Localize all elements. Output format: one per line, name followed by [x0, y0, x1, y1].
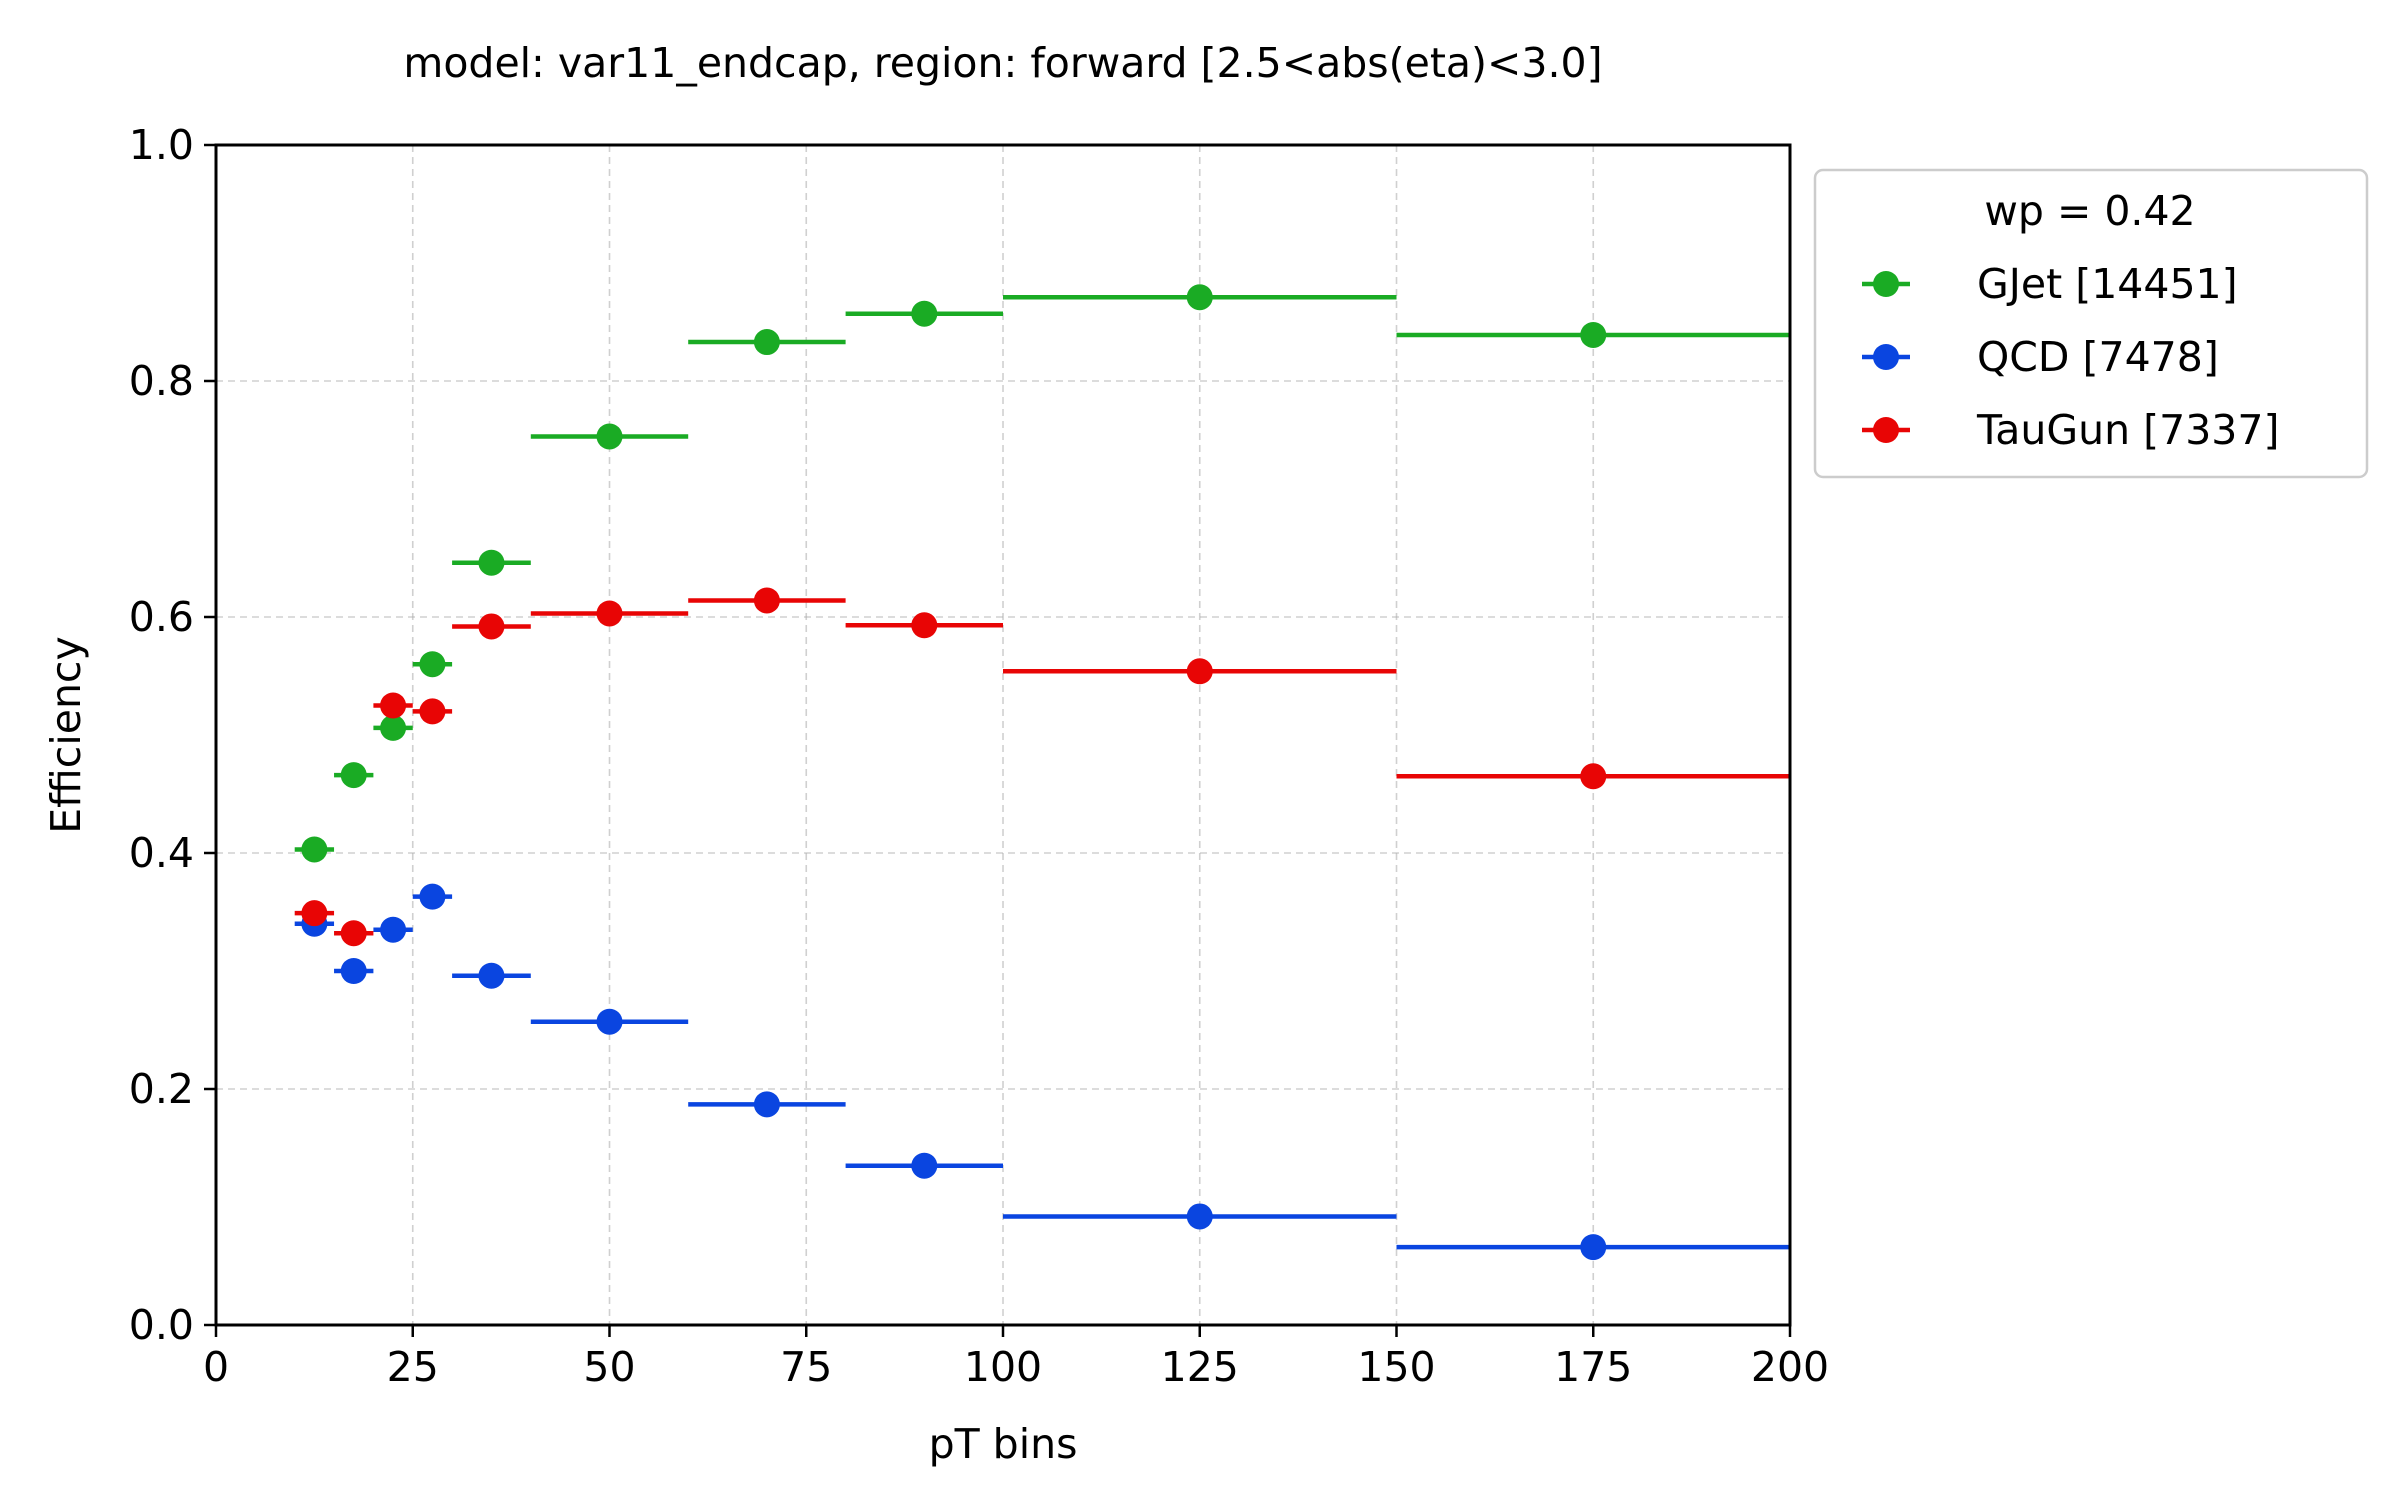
- x-tick-label: 150: [1357, 1343, 1435, 1391]
- x-tick-label: 200: [1751, 1343, 1829, 1391]
- x-axis-label: pT bins: [929, 1420, 1078, 1468]
- x-tick-label: 50: [583, 1343, 635, 1391]
- series-2: [294, 587, 1790, 947]
- y-tick-label: 0.2: [129, 1065, 194, 1113]
- data-point: [419, 698, 446, 725]
- data-point: [478, 549, 505, 576]
- data-point: [1580, 321, 1607, 348]
- data-point: [753, 587, 780, 614]
- data-point: [596, 1008, 623, 1035]
- legend-label: TauGun [7337]: [1976, 406, 2279, 454]
- data-point: [340, 920, 367, 947]
- legend-marker: [1873, 344, 1899, 370]
- data-point: [301, 836, 328, 863]
- data-point: [340, 762, 367, 789]
- data-point: [1580, 1234, 1607, 1261]
- data-point: [380, 692, 407, 719]
- data-point: [478, 962, 505, 989]
- y-tick-label: 0.6: [129, 593, 194, 641]
- data-point: [478, 613, 505, 640]
- x-tick-label: 125: [1161, 1343, 1239, 1391]
- legend-marker: [1873, 417, 1899, 443]
- x-tick-label: 75: [780, 1343, 832, 1391]
- y-tick-label: 0.0: [129, 1301, 194, 1349]
- chart-title: model: var11_endcap, region: forward [2.…: [403, 39, 1602, 87]
- axis-ticks: 0 25 50 75 100 125 150 175 200 0.0 0.2 0.4 0.6 0.8 1.0: [129, 121, 1829, 1391]
- y-tick-label: 0.4: [129, 829, 194, 877]
- data-point: [1580, 763, 1607, 790]
- legend-label: QCD [7478]: [1977, 333, 2219, 381]
- y-tick-label: 1.0: [129, 121, 194, 169]
- data-point: [596, 423, 623, 450]
- x-tick-label: 25: [387, 1343, 439, 1391]
- data-point: [419, 883, 446, 910]
- legend: wp = 0.42 GJet [14451] QCD [7478] TauGun […: [1813, 168, 2369, 479]
- data-point: [380, 916, 407, 943]
- data-point: [1186, 658, 1213, 685]
- data-series: [294, 284, 1790, 1261]
- legend-entries: GJet [14451] QCD [7478] TauGun [7337]: [1862, 260, 2279, 454]
- series-1: [294, 883, 1790, 1261]
- x-tick-label: 175: [1554, 1343, 1632, 1391]
- legend-title: wp = 0.42: [1984, 187, 2195, 235]
- x-tick-label: 0: [203, 1343, 229, 1391]
- series-0: [294, 284, 1790, 863]
- data-point: [753, 329, 780, 356]
- data-point: [419, 651, 446, 678]
- data-point: [301, 900, 328, 927]
- data-point: [596, 600, 623, 627]
- y-axis-label: Efficiency: [42, 636, 90, 834]
- legend-box: [1813, 168, 2369, 479]
- data-point: [1186, 284, 1213, 311]
- data-point: [380, 714, 407, 741]
- legend-label: GJet [14451]: [1977, 260, 2238, 308]
- legend-marker: [1873, 271, 1899, 297]
- y-tick-label: 0.8: [129, 357, 194, 405]
- data-point: [753, 1091, 780, 1118]
- x-tick-label: 100: [964, 1343, 1042, 1391]
- data-point: [340, 958, 367, 984]
- data-point: [911, 300, 938, 327]
- data-point: [911, 1152, 938, 1179]
- data-point: [911, 612, 938, 639]
- data-point: [1186, 1203, 1213, 1230]
